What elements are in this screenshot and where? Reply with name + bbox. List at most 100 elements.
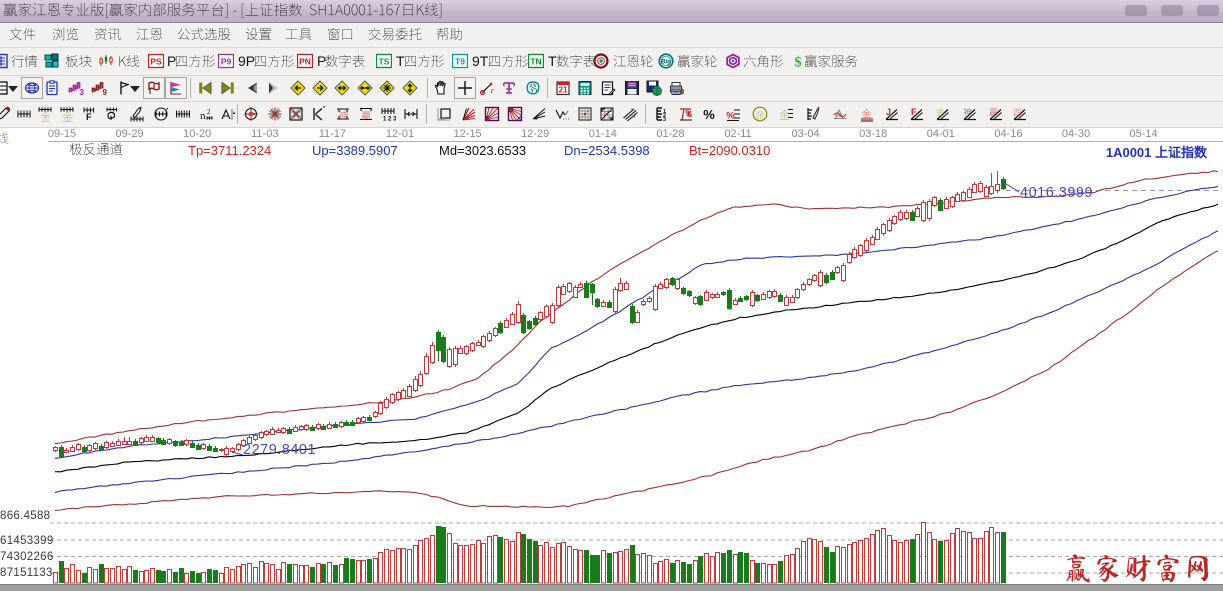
- gann2-icon[interactable]: [59, 106, 75, 122]
- fanlines-icon[interactable]: [531, 106, 547, 122]
- goldcircle-icon[interactable]: [752, 106, 768, 122]
- gann1-icon[interactable]: [37, 106, 53, 122]
- menu-帮助[interactable]: [436, 27, 464, 45]
- boxgrid-icon[interactable]: [288, 106, 304, 122]
- lineangle-icon[interactable]: r: [479, 80, 495, 96]
- title-bar[interactable]: [0, 0, 1223, 23]
- amirror-icon[interactable]: [220, 106, 236, 122]
- gannt-icon[interactable]: [501, 80, 517, 96]
- godhash-icon[interactable]: [335, 106, 351, 122]
- last-icon[interactable]: [220, 80, 236, 96]
- colorflag-icon[interactable]: [165, 77, 187, 99]
- doc-icon[interactable]: [600, 80, 616, 96]
- cross-icon[interactable]: [454, 77, 476, 99]
- dstar-icon[interactable]: [379, 80, 395, 96]
- fanbox1-icon[interactable]: [484, 106, 500, 122]
- calc-icon[interactable]: [577, 80, 593, 96]
- menu-公式选股[interactable]: [177, 27, 232, 45]
- griddots-icon[interactable]: [577, 106, 593, 122]
- awave-icon[interactable]: [832, 106, 848, 122]
- winhash-icon[interactable]: [358, 106, 374, 122]
- fangle-icon[interactable]: F: [909, 106, 925, 122]
- parallels-icon[interactable]: [622, 106, 638, 122]
- dud-icon[interactable]: [402, 80, 418, 96]
- dright-icon[interactable]: [312, 80, 328, 96]
- godangle-icon[interactable]: [962, 106, 978, 122]
- arrowlr-icon[interactable]: [403, 106, 419, 122]
- dlr-icon[interactable]: [334, 80, 350, 96]
- save-icon[interactable]: [624, 80, 640, 96]
- fhash-icon[interactable]: F: [81, 106, 97, 122]
- toolbar-button-板块[interactable]: [65, 54, 93, 72]
- toolbar-button-T四方形[interactable]: T: [396, 53, 446, 72]
- wave9-icon[interactable]: 9: [91, 80, 108, 97]
- first-icon[interactable]: [197, 80, 213, 96]
- jangle-icon[interactable]: J: [884, 106, 900, 122]
- drop-icon[interactable]: [127, 80, 143, 96]
- spiral-icon[interactable]: [104, 106, 120, 122]
- menu-浏览[interactable]: [52, 27, 80, 45]
- hand-icon[interactable]: [433, 80, 449, 96]
- gold3-icon[interactable]: [778, 106, 794, 122]
- goldangle-icon[interactable]: [935, 106, 951, 122]
- barspencil-icon[interactable]: [805, 106, 821, 122]
- menu-江恩[interactable]: [136, 27, 164, 45]
- toolbar-button-赢家服务[interactable]: [804, 54, 859, 72]
- hash-icon[interactable]: [16, 106, 32, 122]
- period-icon[interactable]: [0, 80, 10, 96]
- tpct-icon[interactable]: [678, 106, 694, 122]
- next-icon[interactable]: [266, 80, 282, 96]
- vdots-icon[interactable]: [554, 106, 570, 122]
- toolbar-button-六角形[interactable]: [743, 54, 785, 72]
- fourangle-icon[interactable]: [1012, 106, 1028, 122]
- toolbar-button-K线[interactable]: [118, 54, 141, 72]
- toolbar-button-江恩轮[interactable]: [613, 54, 655, 72]
- circlehash-icon[interactable]: [153, 106, 169, 122]
- minimize-button[interactable]: [1125, 5, 1147, 16]
- pencil-icon[interactable]: [0, 106, 11, 122]
- menu-文件[interactable]: [9, 27, 37, 45]
- net-icon[interactable]: [21, 77, 43, 99]
- print-icon[interactable]: [669, 80, 685, 96]
- pct-icon[interactable]: %: [701, 106, 717, 122]
- maximize-button[interactable]: [1161, 5, 1183, 16]
- drop-icon[interactable]: [5, 80, 21, 96]
- ruler123-icon[interactable]: 1 2 3: [380, 106, 397, 123]
- din-icon[interactable]: [357, 80, 373, 96]
- redflagbox-icon[interactable]: [143, 77, 165, 99]
- gridarrow-icon[interactable]: [599, 106, 615, 122]
- close-button[interactable]: [1197, 5, 1219, 16]
- target-icon[interactable]: [243, 106, 259, 122]
- toolbar-button-P数字表[interactable]: P: [317, 53, 367, 72]
- dleft-icon[interactable]: [290, 80, 306, 96]
- menu-资讯[interactable]: [94, 27, 122, 45]
- menu-工具[interactable]: [285, 27, 313, 45]
- menu-设置[interactable]: [245, 27, 273, 45]
- prev-icon[interactable]: [244, 80, 260, 96]
- k2-icon[interactable]: ″: [311, 104, 327, 122]
- flag-icon[interactable]: [116, 80, 132, 96]
- fanred-icon[interactable]: [461, 106, 477, 122]
- hash2-icon[interactable]: [175, 106, 191, 122]
- menu-窗口[interactable]: [327, 27, 355, 45]
- calendar-icon[interactable]: 21: [555, 80, 571, 96]
- starburst-icon[interactable]: [267, 106, 283, 122]
- clip-icon[interactable]: [44, 80, 60, 96]
- kline-chart-canvas[interactable]: [0, 128, 1223, 591]
- saveglobe-icon[interactable]: [646, 80, 662, 96]
- pct3-icon[interactable]: %: [725, 106, 741, 122]
- toolbar-button-P四方形[interactable]: P: [167, 53, 217, 72]
- brain-icon[interactable]: [525, 80, 541, 96]
- winangle-icon[interactable]: [988, 106, 1004, 122]
- pencil2-icon[interactable]: [129, 106, 145, 122]
- boxcorner-icon[interactable]: [436, 106, 452, 122]
- chart-area[interactable]: 09-15 09-29 10-20 11-03 11-17 12-01 12-15 12-29…: [0, 128, 1223, 591]
- toolbar-button-行情[interactable]: [11, 54, 39, 72]
- fanbox2-icon[interactable]: [507, 106, 523, 122]
- menu-交易委托[interactable]: [368, 27, 423, 45]
- goldline-icon[interactable]: [859, 106, 875, 122]
